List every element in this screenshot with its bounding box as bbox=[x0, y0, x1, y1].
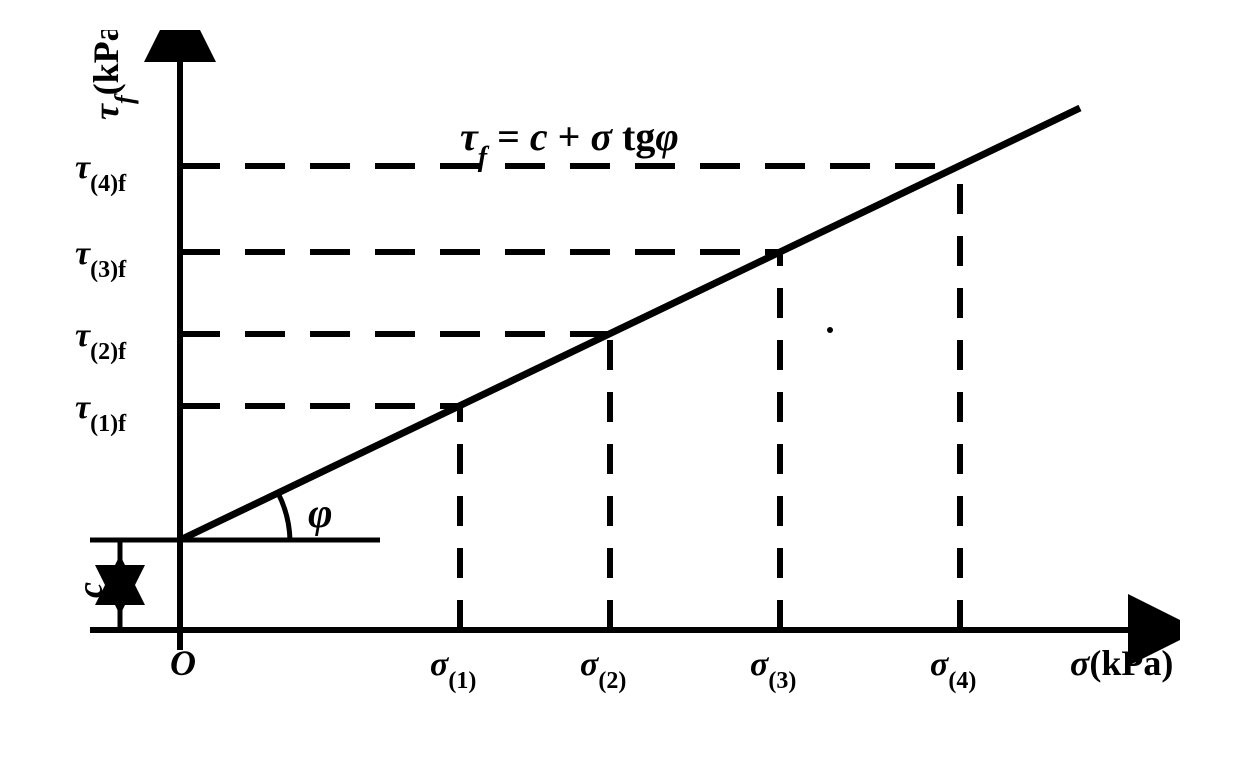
chart-svg: τf(kPa) σ(kPa) O c φ τf = c + σ tgφ σ(1)… bbox=[60, 30, 1180, 730]
sigma2-label: σ(2) bbox=[580, 646, 626, 694]
shear-strength-chart: τf(kPa) σ(kPa) O c φ τf = c + σ tgφ σ(1)… bbox=[60, 30, 1180, 730]
tau1-label: τ(1)f bbox=[75, 389, 127, 437]
artifact-dot bbox=[827, 327, 833, 333]
sigma4-label: σ(4) bbox=[930, 646, 976, 694]
tau4-label: τ(4)f bbox=[75, 149, 127, 197]
c-label: c bbox=[70, 582, 110, 598]
phi-arc bbox=[278, 493, 290, 540]
tau3-label: τ(3)f bbox=[75, 235, 127, 283]
y-axis-label: τf(kPa) bbox=[86, 30, 139, 120]
sigma1-label: σ(1) bbox=[430, 646, 476, 694]
x-axis-label: σ(kPa) bbox=[1070, 643, 1173, 683]
failure-envelope-line bbox=[180, 108, 1080, 540]
sigma3-label: σ(3) bbox=[750, 646, 796, 694]
phi-label: φ bbox=[308, 491, 333, 537]
origin-label: O bbox=[170, 643, 196, 683]
tau2-label: τ(2)f bbox=[75, 317, 127, 365]
